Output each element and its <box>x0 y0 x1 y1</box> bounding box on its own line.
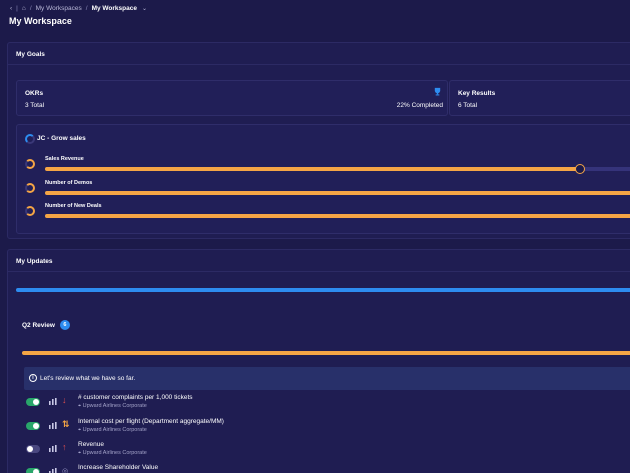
item-organization-name: Upward Airlines Corporate <box>82 427 147 433</box>
updates-panel: My Updates Q2 Review 6 i Let's review wh… <box>7 249 630 473</box>
bar-chart-icon <box>49 422 57 429</box>
info-icon: i <box>29 374 37 382</box>
pin-icon: ⌖ <box>78 427 83 433</box>
objective-title[interactable]: JC - Grow sales <box>37 135 86 142</box>
review-title: Q2 Review <box>22 321 55 329</box>
key-result-progress-bar <box>45 191 630 195</box>
key-results-total: 6 Total <box>458 102 478 109</box>
item-organization-name: Upward Airlines Corporate <box>82 450 147 456</box>
chevron-down-icon[interactable]: ⌄ <box>141 6 147 12</box>
bar-chart-icon <box>49 468 57 473</box>
key-result-progress-fill <box>45 191 630 195</box>
key-results-card[interactable]: Key Results 6 Total <box>449 80 630 116</box>
breadcrumb-my-workspaces[interactable]: My Workspaces <box>35 5 82 12</box>
item-title[interactable]: Internal cost per flight (Department agg… <box>78 418 224 425</box>
list-item[interactable]: ↓ # customer complaints per 1,000 ticket… <box>26 394 630 416</box>
key-results-title: Key Results <box>458 90 496 97</box>
toggle-knob <box>33 423 39 429</box>
okr-completed: 22% Completed <box>396 102 443 109</box>
item-organization-name: Upward Airlines Corporate <box>82 403 147 409</box>
key-result-progress-ring-icon <box>25 206 35 216</box>
key-result-progress-bar <box>45 214 630 218</box>
home-icon[interactable]: ⌂ <box>21 5 26 12</box>
review-header[interactable]: Q2 Review 6 <box>22 320 70 330</box>
pin-icon: ⌖ <box>78 450 83 456</box>
updates-progress-bar <box>16 288 630 292</box>
item-organization: ⌖ Upward Airlines Corporate <box>78 427 147 434</box>
bar-chart-icon <box>49 398 57 405</box>
breadcrumb: ‹ | ⌂ / My Workspaces / My Workspace ⌄ <box>10 5 147 12</box>
updates-heading: My Updates <box>8 250 630 272</box>
toggle-switch[interactable] <box>26 445 40 453</box>
toggle-knob <box>33 399 39 405</box>
key-result-progress-ring-icon <box>25 183 35 193</box>
item-organization: ⌖ Upward Airlines Corporate <box>78 450 147 457</box>
target-icon: ◎ <box>62 468 69 473</box>
arrow-up-down-icon: ⇅ <box>62 419 70 429</box>
key-result-label[interactable]: Number of Demos <box>45 180 93 186</box>
okr-card-title: OKRs <box>25 90 44 97</box>
review-progress-bar <box>22 351 630 355</box>
key-result-progress-ring-icon <box>25 159 35 169</box>
breadcrumb-separator: / <box>29 5 32 12</box>
bar-chart-icon <box>49 445 57 452</box>
goals-heading: My Goals <box>8 43 630 65</box>
item-title[interactable]: Increase Shareholder Value <box>78 464 159 471</box>
info-text: Let's review what we have so far. <box>40 375 136 382</box>
toggle-switch[interactable] <box>26 398 40 406</box>
arrow-down-icon: ↓ <box>62 395 67 405</box>
list-item[interactable]: ↑ Revenue ⌖ Upward Airlines Corporate <box>26 441 630 463</box>
key-result-label[interactable]: Sales Revenue <box>45 156 84 162</box>
trophy-icon <box>434 87 441 96</box>
okr-summary-card[interactable]: OKRs 3 Total 22% Completed <box>16 80 448 116</box>
arrow-up-icon: ↑ <box>62 442 67 452</box>
list-item[interactable]: ⇅ Internal cost per flight (Department a… <box>26 418 630 440</box>
key-result-progress-bar <box>45 164 630 174</box>
toggle-switch[interactable] <box>26 468 40 473</box>
objective-progress-ring-icon <box>25 134 35 144</box>
breadcrumb-separator: / <box>85 5 88 12</box>
goals-panel: My Goals OKRs 3 Total 22% Completed Key … <box>7 42 630 239</box>
toggle-switch[interactable] <box>26 422 40 430</box>
objective-card[interactable]: JC - Grow sales Sales Revenue Number of … <box>16 124 630 234</box>
key-result-progress-fill <box>45 167 580 171</box>
top-bar: ‹ | ⌂ / My Workspaces / My Workspace ⌄ M… <box>0 0 630 30</box>
item-title[interactable]: Revenue <box>78 441 105 448</box>
breadcrumb-my-workspace[interactable]: My Workspace <box>91 5 137 12</box>
chevron-left-icon[interactable]: ‹ <box>10 5 13 12</box>
key-result-progress-fill <box>45 214 630 218</box>
key-result-label[interactable]: Number of New Deals <box>45 203 102 209</box>
info-banner: i Let's review what we have so far. <box>24 367 630 390</box>
review-count-badge: 6 <box>59 320 70 330</box>
page-title: My Workspace <box>9 16 72 26</box>
item-organization: ⌖ Upward Airlines Corporate <box>78 403 147 410</box>
list-item[interactable]: ◎ Increase Shareholder Value <box>26 464 630 473</box>
progress-handle[interactable] <box>574 164 585 174</box>
toggle-knob <box>33 469 39 473</box>
breadcrumb-divider: | <box>16 5 18 12</box>
item-title[interactable]: # customer complaints per 1,000 tickets <box>78 394 193 401</box>
okr-total: 3 Total <box>25 102 45 109</box>
toggle-knob <box>27 446 33 452</box>
pin-icon: ⌖ <box>78 403 83 409</box>
